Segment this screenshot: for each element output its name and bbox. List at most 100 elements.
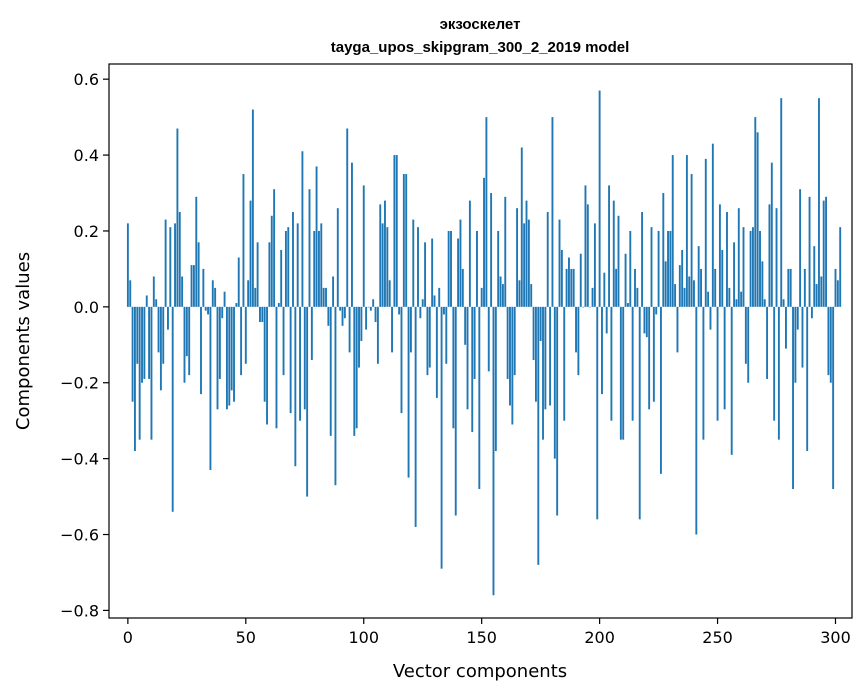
bar [275,306,278,429]
bar [185,306,188,357]
bar [218,306,221,379]
bar [492,306,495,596]
bar [643,306,646,334]
bar [386,227,389,307]
y-tick-label: 0.2 [74,222,99,241]
bar [289,306,292,414]
bar [398,306,401,315]
bar [577,306,580,376]
bar [159,306,162,391]
bar [405,174,408,307]
bar [530,284,533,307]
bar [556,306,559,516]
bar [143,306,146,379]
bar [756,132,759,307]
bar [336,208,339,307]
bar [697,246,700,307]
bar [770,162,773,307]
bar [617,215,620,307]
bar [702,306,705,440]
bar [476,230,478,307]
bar [716,306,719,421]
bar [787,268,790,307]
bar [317,230,320,307]
bar [688,276,691,307]
bar [690,174,693,307]
bar [657,230,660,307]
bar [768,204,771,307]
bar [782,299,785,307]
x-tick-label: 100 [348,628,379,647]
bar [631,306,634,421]
bar [360,306,363,341]
bar [660,306,662,474]
bar [553,306,556,459]
bar [225,306,228,410]
bar [650,227,653,307]
plot-frame [108,63,853,619]
bar [277,303,280,307]
bar [808,196,811,307]
bar [339,306,342,311]
bar [799,189,802,307]
bar [612,200,615,307]
bar [803,268,806,307]
bar [438,287,441,307]
bar [332,276,335,307]
bar [671,155,674,307]
bar [367,306,370,308]
bar [214,287,217,307]
bar [532,306,535,360]
y-tick-label: 0.6 [74,70,99,89]
bar [414,306,417,527]
bar [539,306,542,341]
bar [763,299,766,307]
x-tick-label: 300 [820,628,851,647]
bar [483,177,485,307]
bar [320,223,323,307]
bar [749,230,752,307]
bar [284,230,287,307]
bar [195,196,198,307]
bar [641,211,644,307]
bar [480,287,483,307]
bar [391,306,393,353]
bar [308,189,311,307]
bar [655,306,658,315]
bar [353,306,356,436]
bar [473,306,476,379]
bar [176,128,179,307]
bar [542,306,544,440]
bar [374,306,377,323]
bar [388,280,391,307]
bar [490,193,493,307]
bar [417,227,419,307]
bar [615,268,618,307]
bar [572,268,575,307]
bar [126,223,129,307]
bar [200,306,202,395]
bar [294,306,297,467]
bar [678,265,681,307]
bar [582,306,585,308]
bar [174,223,176,307]
bar [235,303,238,307]
bar [839,227,842,307]
bar [525,200,528,307]
bar [662,193,665,307]
bar [518,280,521,307]
bar-series [126,90,842,596]
bar [744,306,747,364]
bar [792,306,794,489]
y-tick-label: −0.2 [60,374,99,393]
bar [558,219,561,307]
bar [329,306,332,436]
bar [296,223,299,307]
bar [685,155,688,307]
bar [306,306,309,497]
bar [636,287,639,307]
bar [141,306,143,383]
bar [589,306,592,308]
bar [601,306,603,395]
y-axis-label: Components values [13,252,34,430]
